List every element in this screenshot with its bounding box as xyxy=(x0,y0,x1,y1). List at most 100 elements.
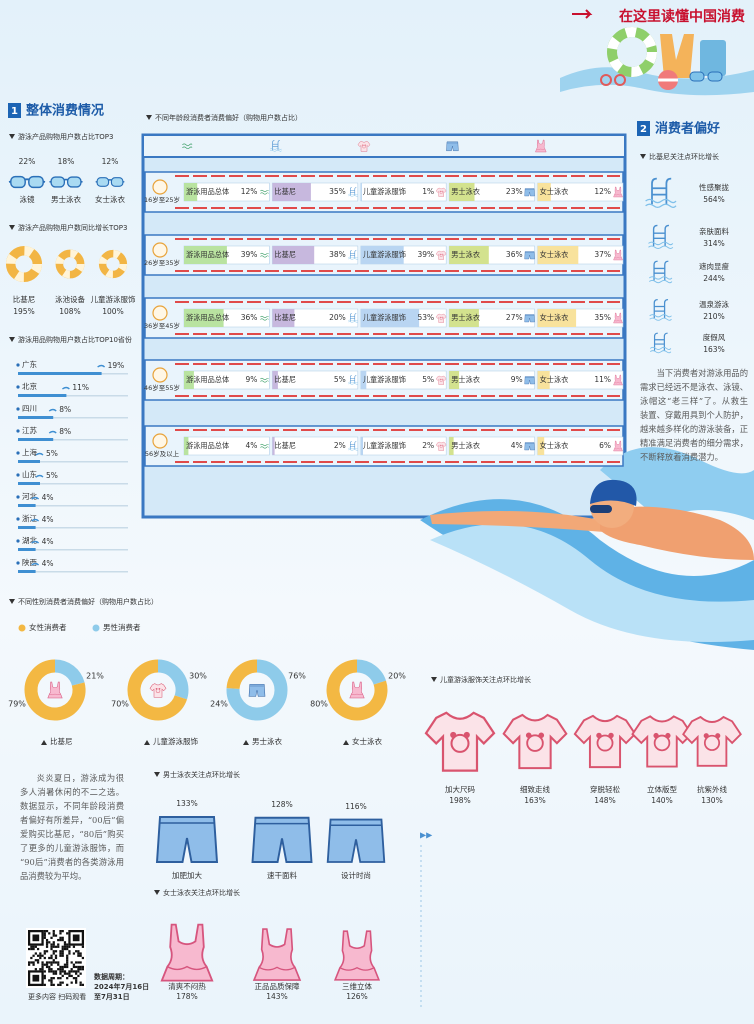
donut-segment xyxy=(127,659,188,721)
label-marker xyxy=(144,740,150,745)
section-number: 1 xyxy=(11,106,18,117)
value-label: 108% xyxy=(59,307,80,316)
value-label: 35% xyxy=(594,313,611,322)
qr-cell xyxy=(48,956,51,960)
lens xyxy=(96,177,110,187)
swimsuit-icon xyxy=(613,249,623,261)
shorts xyxy=(524,188,535,197)
qr-finder xyxy=(72,934,80,942)
category-label: 正品品质保障 xyxy=(255,981,300,991)
qr-finder xyxy=(32,974,40,982)
qr-cell xyxy=(63,963,67,966)
swimsuit-icon xyxy=(613,440,623,452)
category-label: 穿脱轻松 xyxy=(590,784,620,794)
header-arrow xyxy=(572,9,593,19)
lens xyxy=(50,176,66,188)
qr-cell xyxy=(72,965,76,969)
subtitle-marker xyxy=(9,599,15,604)
series-label: 游泳用品总体 xyxy=(186,375,229,384)
donut-segment xyxy=(326,659,388,721)
wave-icon xyxy=(182,143,193,150)
qr-cell xyxy=(61,945,64,948)
qr-finder xyxy=(32,934,40,942)
swimmer-mark xyxy=(35,452,44,456)
water xyxy=(348,381,358,385)
qr-cell xyxy=(30,945,33,948)
qr-cell xyxy=(70,974,73,978)
shorts xyxy=(248,684,266,697)
qr-cell xyxy=(81,945,84,948)
series-label: 女士泳衣 xyxy=(540,250,569,259)
subtitle-marker xyxy=(154,772,160,777)
qr-cell xyxy=(79,972,82,975)
onesie-icon xyxy=(435,313,447,323)
goggles-icon xyxy=(8,175,46,189)
qr-cell xyxy=(75,977,78,980)
qr-cell xyxy=(52,952,55,955)
qr-cell xyxy=(70,961,73,964)
qr-cell xyxy=(41,968,44,971)
shorts xyxy=(155,816,219,863)
swim-cap xyxy=(590,479,637,506)
province-label: 陕西 xyxy=(22,557,37,567)
value-label: 198% xyxy=(449,796,470,805)
bear-ear xyxy=(362,144,364,146)
qr-cell xyxy=(68,970,71,973)
bar xyxy=(272,183,311,201)
series-label: 比基尼 xyxy=(274,187,296,196)
qr-cell xyxy=(72,970,76,973)
qr-cell xyxy=(39,952,42,955)
qr-cell xyxy=(61,930,64,933)
swimmer-mark xyxy=(48,408,57,412)
wave xyxy=(260,377,269,383)
qr-cell xyxy=(61,950,64,953)
value-label: 195% xyxy=(13,307,34,316)
qr-cell xyxy=(43,963,46,966)
onesie-icon xyxy=(631,715,693,768)
qr-cell xyxy=(39,954,42,957)
qr-cell xyxy=(36,959,40,962)
age-label: 46岁至55岁 xyxy=(144,383,180,392)
value-label: 9% xyxy=(511,375,523,384)
subtitle-marker xyxy=(9,225,15,230)
bullet xyxy=(16,363,20,367)
bullet xyxy=(16,495,20,499)
shorts-icon xyxy=(155,816,219,863)
qr-cell xyxy=(45,945,49,948)
qr-cell xyxy=(61,981,64,984)
qr-cell xyxy=(43,956,46,960)
qr-cell xyxy=(45,938,49,942)
series-label: 男士泳衣 xyxy=(451,187,480,196)
shorts xyxy=(524,314,535,323)
qr-cell xyxy=(66,956,69,960)
water xyxy=(348,319,358,323)
qr-cell xyxy=(52,932,55,935)
qr-cell xyxy=(63,970,67,973)
category-label: 立体版型 xyxy=(647,784,677,794)
bear-ear xyxy=(439,444,441,446)
bar xyxy=(360,246,404,264)
frill xyxy=(614,448,622,450)
bar xyxy=(18,526,36,529)
qr-cell xyxy=(54,956,58,960)
bar xyxy=(360,371,367,389)
value-label: 53% xyxy=(418,313,435,322)
bear-face xyxy=(439,254,443,257)
series-label: 儿童游泳服饰 xyxy=(363,375,406,384)
qr-caption: 更多内容 扫码观看 xyxy=(28,992,86,1001)
qr-cell xyxy=(75,981,78,984)
value-label: 126% xyxy=(346,992,367,1001)
bear-ear xyxy=(364,144,366,146)
onesie-icon xyxy=(424,711,496,772)
swimmer-decoration xyxy=(420,447,754,650)
chart-subtitle: 游泳用品购物用户数占比TOP10省份 xyxy=(18,335,132,344)
qr-cell xyxy=(41,963,44,966)
swimsuit-icon xyxy=(613,312,623,324)
age-badge xyxy=(152,433,168,449)
value-label: 4% xyxy=(245,441,257,450)
water xyxy=(270,148,282,152)
qr-cell xyxy=(75,979,78,982)
value-label: 23% xyxy=(506,187,523,196)
qr-cell xyxy=(52,983,55,986)
ring-stripe xyxy=(98,249,128,279)
